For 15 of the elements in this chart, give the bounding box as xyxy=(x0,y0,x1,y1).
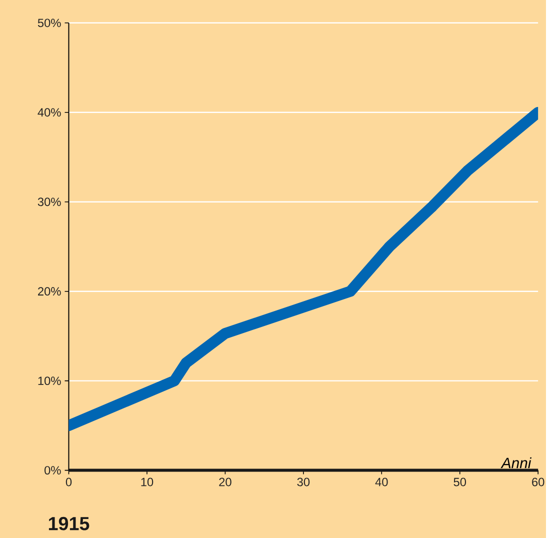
y-tick-label: 50% xyxy=(38,18,61,28)
y-tick-label: 0% xyxy=(44,466,61,474)
x-axis-title: Anni xyxy=(500,457,532,468)
y-tick-label: 20% xyxy=(38,287,61,296)
x-tick-label: 30 xyxy=(297,478,310,486)
x-tick-label: 0 xyxy=(66,478,72,486)
y-tick-label: 40% xyxy=(38,108,61,117)
x-tick-label: 50 xyxy=(454,478,466,486)
x-tick-label: 60 xyxy=(532,478,544,486)
x-tick-label: 10 xyxy=(141,478,154,486)
text: 1915 xyxy=(48,516,90,530)
x-tick-label: 40 xyxy=(375,478,388,486)
x-tick-label: 20 xyxy=(219,478,232,486)
y-tick-label: 10% xyxy=(38,376,61,385)
y-tick-label: 30% xyxy=(38,198,61,206)
